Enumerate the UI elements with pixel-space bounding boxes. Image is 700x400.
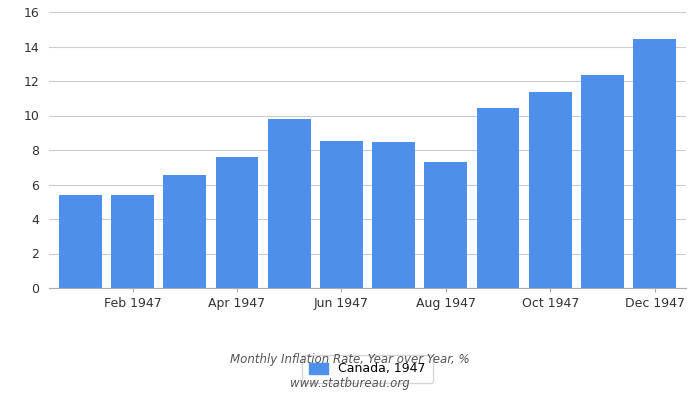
- Text: Monthly Inflation Rate, Year over Year, %: Monthly Inflation Rate, Year over Year, …: [230, 354, 470, 366]
- Bar: [268, 119, 311, 288]
- Legend: Canada, 1947: Canada, 1947: [302, 355, 433, 383]
- Text: www.statbureau.org: www.statbureau.org: [290, 378, 410, 390]
- Bar: [581, 75, 624, 288]
- Bar: [634, 39, 676, 288]
- Bar: [372, 142, 415, 288]
- Bar: [320, 141, 363, 288]
- Bar: [424, 162, 467, 288]
- Bar: [163, 175, 206, 288]
- Bar: [111, 195, 154, 288]
- Bar: [216, 157, 258, 288]
- Bar: [59, 195, 102, 288]
- Bar: [528, 92, 572, 288]
- Bar: [477, 108, 519, 288]
